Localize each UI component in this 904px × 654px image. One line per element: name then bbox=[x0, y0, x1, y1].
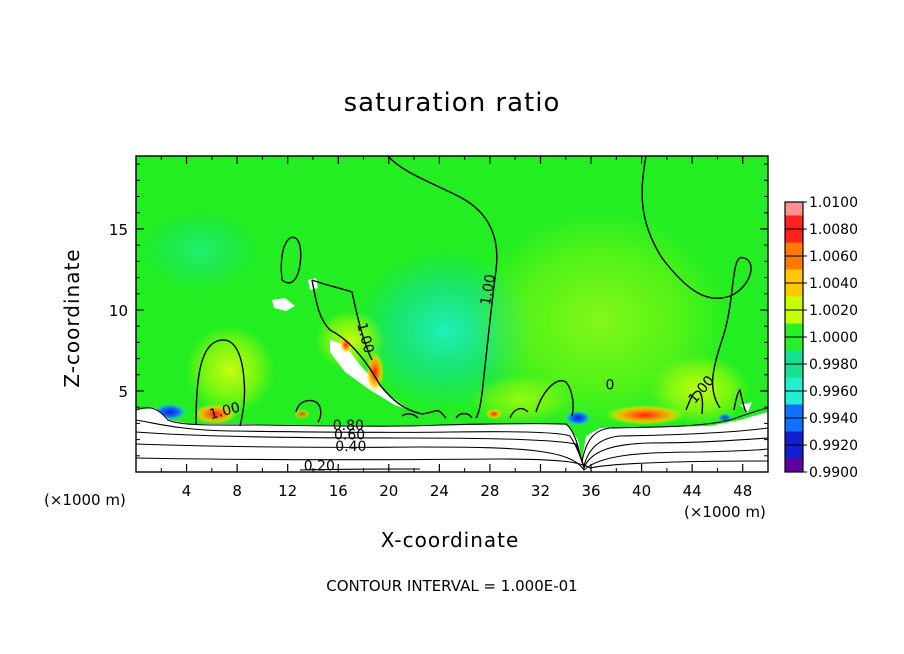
plot-field bbox=[136, 156, 768, 472]
y-tick-label: 10 bbox=[109, 302, 128, 320]
x-tick-label: 24 bbox=[430, 482, 449, 500]
colorbar-level-label: 1.0020 bbox=[809, 303, 858, 319]
x-axis-label-text: X-coordinate bbox=[380, 528, 520, 552]
colorbar-level-label: 0.9940 bbox=[809, 411, 858, 427]
colorbar-level-label: 1.0000 bbox=[809, 330, 858, 346]
field-hot-region bbox=[294, 409, 310, 419]
contour-label: 0 bbox=[606, 377, 615, 393]
field-white-region bbox=[330, 340, 410, 410]
y-axis-label: Z-coordinate bbox=[60, 248, 84, 388]
colorbar-swatch bbox=[785, 445, 803, 459]
x-tick-label: 4 bbox=[182, 482, 192, 500]
field-hot-region bbox=[193, 404, 237, 424]
contour-lines bbox=[195, 156, 752, 427]
colorbar-swatch bbox=[785, 323, 803, 337]
field-hot-region bbox=[605, 405, 685, 425]
x-tick-label: 36 bbox=[581, 482, 600, 500]
x-tick-label: 8 bbox=[232, 482, 242, 500]
contour-label: 0.20 bbox=[304, 458, 335, 474]
contour-label: 1.00 bbox=[208, 400, 242, 424]
colorbar-level-label: 1.0100 bbox=[809, 195, 858, 211]
field-hot-region bbox=[366, 352, 384, 392]
y-tick-label: 5 bbox=[118, 383, 128, 401]
plot-frame bbox=[135, 155, 769, 473]
field-blue-region bbox=[564, 410, 592, 426]
contour-label: 0.80 bbox=[333, 418, 364, 434]
terrain-contours bbox=[136, 407, 768, 471]
colorbar-level-label: 1.0040 bbox=[809, 276, 858, 292]
colorbar-level-label: 0.9900 bbox=[809, 465, 858, 481]
x-unit-label-right: (×1000 m) bbox=[684, 503, 766, 521]
colorbar-swatch bbox=[785, 431, 803, 445]
contour-label: 0.40 bbox=[335, 439, 366, 455]
x-axis-label: X-coordinate bbox=[0, 528, 904, 552]
x-tick-label: 16 bbox=[329, 482, 348, 500]
y-tick-label: 15 bbox=[109, 221, 128, 239]
field-cyan-region bbox=[140, 210, 260, 290]
terrain bbox=[136, 408, 768, 472]
chart-title: saturation ratio bbox=[343, 88, 561, 118]
x-tick-label: 40 bbox=[632, 482, 651, 500]
colorbar-swatch bbox=[785, 256, 803, 270]
field-hot-region bbox=[486, 409, 502, 419]
field-yellow-region bbox=[650, 355, 750, 425]
contour-label: 1.00 bbox=[353, 321, 377, 355]
colorbar-level-label: 0.9920 bbox=[809, 438, 858, 454]
colorbar-level-label: 1.0060 bbox=[809, 249, 858, 265]
x-unit-label-left: (×1000 m) bbox=[44, 491, 126, 509]
contour-interval-note: CONTOUR INTERVAL = 1.000E-01 bbox=[326, 577, 578, 595]
contour-label: 1.00 bbox=[478, 273, 499, 306]
colorbar-swatch bbox=[785, 404, 803, 418]
colorbar-level-label: 0.9960 bbox=[809, 384, 858, 400]
colorbar-level-label: 0.9980 bbox=[809, 357, 858, 373]
colorbar-swatch bbox=[785, 229, 803, 243]
colorbar-swatch bbox=[785, 202, 803, 216]
x-tick-label: 32 bbox=[531, 482, 550, 500]
field-white-region bbox=[272, 298, 295, 311]
colorbar-swatch bbox=[785, 391, 803, 405]
colorbar-swatch bbox=[785, 310, 803, 324]
colorbar-swatch bbox=[785, 215, 803, 229]
colorbar-swatch bbox=[785, 350, 803, 364]
colorbar-swatch bbox=[785, 242, 803, 256]
colorbar: 1.0100 1.0080 1.0060 1.0040 1.0020 1.0000 0.99… bbox=[784, 195, 858, 481]
colorbar-level-label: 1.0080 bbox=[809, 222, 858, 238]
field-hot-region bbox=[340, 337, 352, 353]
colorbar-swatch bbox=[785, 418, 803, 432]
colorbar-swatch bbox=[785, 364, 803, 378]
colorbar-swatch bbox=[785, 377, 803, 391]
colorbar-swatch bbox=[785, 269, 803, 283]
x-tick-label: 12 bbox=[278, 482, 297, 500]
x-tick-label: 28 bbox=[480, 482, 499, 500]
colorbar-swatch bbox=[785, 458, 803, 472]
x-tick-label: 44 bbox=[683, 482, 702, 500]
x-tick-label: 48 bbox=[733, 482, 752, 500]
field-yellow-region bbox=[185, 325, 275, 415]
colorbar-swatch bbox=[785, 337, 803, 351]
x-tick-label: 20 bbox=[379, 482, 398, 500]
colorbar-swatch bbox=[785, 283, 803, 297]
colorbar-swatch bbox=[785, 296, 803, 310]
contour-label: 0.60 bbox=[334, 428, 365, 444]
